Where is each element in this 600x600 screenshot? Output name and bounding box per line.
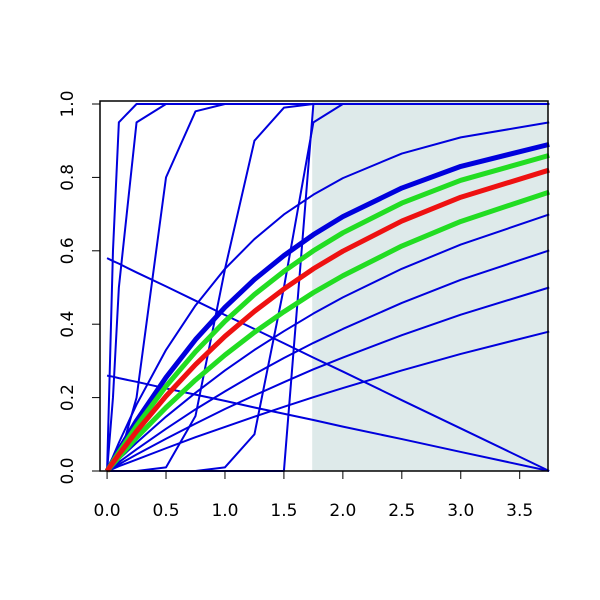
series-line bbox=[106, 330, 550, 472]
x-tick-label: 0.5 bbox=[152, 501, 179, 521]
x-tick-label: 1.5 bbox=[270, 501, 297, 521]
series-line bbox=[106, 374, 550, 472]
series-line bbox=[106, 286, 550, 472]
x-tick-label: 2.5 bbox=[388, 501, 415, 521]
x-tick-label: 2.0 bbox=[329, 501, 356, 521]
x-tick-label: 0.0 bbox=[94, 501, 121, 521]
plot-frame bbox=[99, 100, 549, 472]
y-tick-label: 0.0 bbox=[58, 457, 78, 484]
x-tick-label: 3.5 bbox=[506, 501, 533, 521]
series-line bbox=[106, 121, 550, 472]
x-tick-label: 3.0 bbox=[447, 501, 474, 521]
y-tick-label: 0.2 bbox=[58, 384, 78, 411]
y-tick-label: 1.0 bbox=[58, 90, 78, 117]
y-tick-label: 0.8 bbox=[58, 164, 78, 191]
shaded-region bbox=[312, 101, 548, 471]
y-tick-label: 0.6 bbox=[58, 237, 78, 264]
x-tick-label: 1.0 bbox=[211, 501, 238, 521]
series-line bbox=[105, 167, 550, 473]
y-tick-label: 0.4 bbox=[58, 311, 78, 338]
series-line bbox=[106, 249, 550, 472]
